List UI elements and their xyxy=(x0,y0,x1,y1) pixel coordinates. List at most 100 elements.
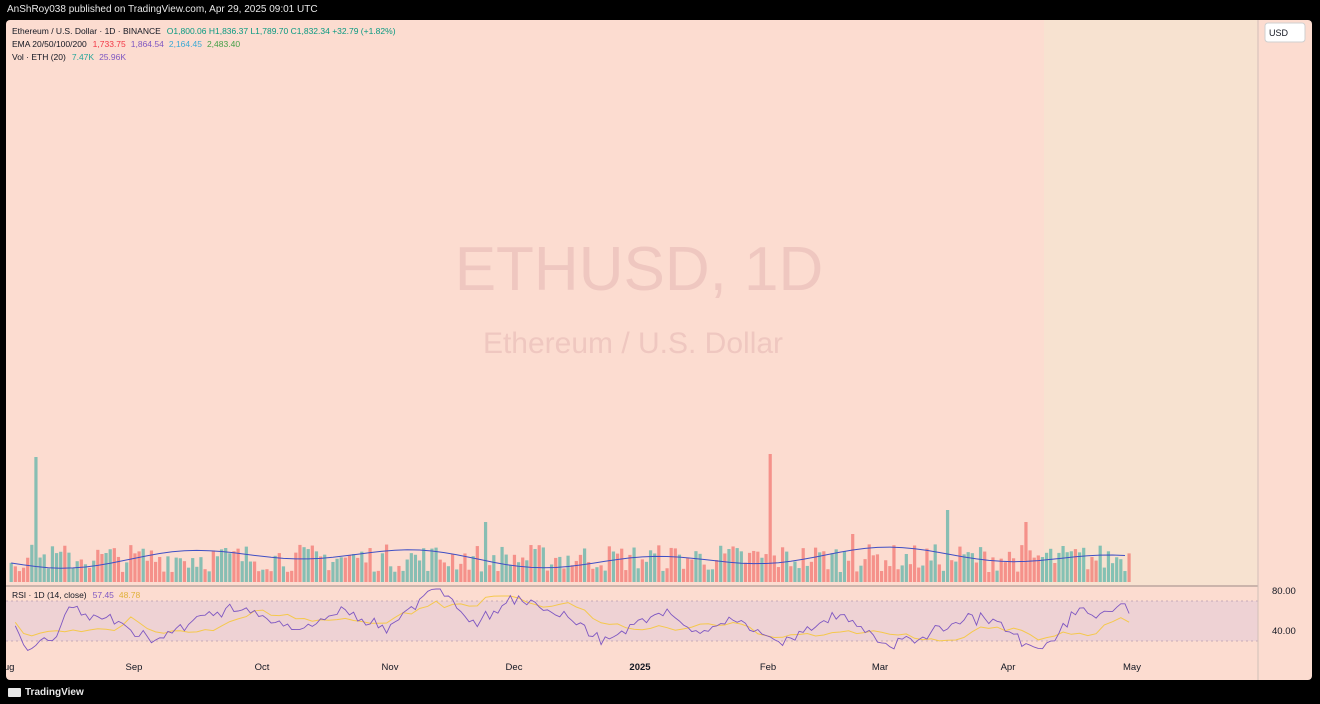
volume-bar xyxy=(75,561,79,582)
volume-bar xyxy=(1020,545,1024,582)
volume-bar xyxy=(756,551,760,582)
volume-bar xyxy=(665,568,669,582)
volume-bar xyxy=(603,570,607,582)
volume-bar xyxy=(153,561,158,582)
volume-bar xyxy=(422,548,426,582)
volume-bar xyxy=(620,548,624,582)
volume-bar xyxy=(731,546,735,582)
volume-bar xyxy=(389,566,393,582)
volume-bar xyxy=(512,554,517,582)
volume-bar xyxy=(475,546,479,582)
volume-bar xyxy=(1007,551,1012,582)
tradingview-logo-icon xyxy=(8,688,21,697)
volume-bar xyxy=(145,560,149,582)
volume-bar xyxy=(347,555,352,582)
volume-bar xyxy=(302,547,306,582)
volume-bar xyxy=(248,561,253,582)
volume-bar xyxy=(760,557,764,582)
volume-bar xyxy=(954,561,958,582)
volume-bar xyxy=(298,544,302,582)
volume-bar xyxy=(1073,549,1078,582)
volume-bar xyxy=(834,549,838,582)
volume-bar xyxy=(1090,556,1094,582)
time-tick-label: May xyxy=(1123,662,1141,673)
volume-bar xyxy=(149,550,154,582)
volume-bar xyxy=(669,547,673,582)
volume-bar xyxy=(917,567,921,582)
volume-bar xyxy=(541,547,545,582)
volume-bar xyxy=(116,556,121,582)
volume-bar xyxy=(327,570,331,582)
volume-bar xyxy=(46,568,50,582)
volume-bar xyxy=(521,557,525,582)
volume-bar xyxy=(463,553,467,582)
volume-bar xyxy=(1127,553,1131,582)
volume-bar xyxy=(38,557,42,582)
currency-button[interactable] xyxy=(1264,22,1306,43)
volume-bar xyxy=(290,570,294,582)
rsi-tick-label: 40.00 xyxy=(1272,626,1296,637)
volume-bar xyxy=(838,571,842,582)
volume-bar xyxy=(661,570,665,582)
volume-bar xyxy=(446,566,451,582)
volume-bar xyxy=(896,569,900,582)
volume-bar xyxy=(108,549,112,582)
volume-bar xyxy=(261,569,265,582)
volume-bar xyxy=(727,549,731,582)
volume-bar xyxy=(376,570,380,582)
volume-bar xyxy=(438,559,442,582)
volume-bar xyxy=(96,549,100,582)
volume-bar xyxy=(277,553,281,582)
volume-bar xyxy=(1061,546,1065,582)
volume-bar xyxy=(405,559,409,582)
volume-bar xyxy=(504,554,508,582)
legend: Ethereum / U.S. Dollar · 1D · BINANCE O1,… xyxy=(12,26,396,600)
volume-bar xyxy=(698,553,702,582)
volume-bar xyxy=(694,551,698,582)
volume-bar xyxy=(508,564,512,582)
volume-bar xyxy=(554,557,558,582)
volume-bar xyxy=(958,546,962,582)
volume-ma-line xyxy=(11,546,1126,569)
watermark-name: Ethereum / U.S. Dollar xyxy=(483,327,783,360)
volume-bar xyxy=(826,569,830,582)
volume-bar xyxy=(174,557,178,582)
volume-bar xyxy=(129,545,133,582)
volume-bar xyxy=(764,554,768,582)
volume-bar xyxy=(558,556,562,582)
volume-bar xyxy=(706,569,710,582)
volume-bar xyxy=(1003,562,1007,582)
volume-bar xyxy=(912,545,917,582)
volume-bar xyxy=(653,553,657,582)
volume-bar xyxy=(240,561,244,582)
time-tick-label: Nov xyxy=(382,662,399,673)
volume-bar xyxy=(417,560,422,582)
volume-bar xyxy=(830,553,834,582)
time-tick-label: Aug xyxy=(6,662,14,673)
tradingview-logo[interactable]: TradingView xyxy=(8,687,84,698)
chart-panel[interactable]: ETHUSD, 1D Ethereum / U.S. Dollar 2.618 … xyxy=(6,20,1312,680)
volume-bar xyxy=(846,560,851,582)
volume-bar xyxy=(582,548,587,582)
volume-bar xyxy=(356,557,360,582)
volume-bar xyxy=(199,557,203,582)
volume-bar xyxy=(500,546,504,582)
volume-bar xyxy=(987,571,991,582)
volume-bar xyxy=(648,550,653,582)
volume-bar xyxy=(409,553,413,582)
volume-bar xyxy=(516,562,521,582)
volume-bar xyxy=(1016,571,1020,582)
volume-bar xyxy=(657,545,661,582)
volume-bar xyxy=(677,554,682,582)
volume-bar xyxy=(739,551,743,582)
volume-bar xyxy=(867,544,871,582)
price-chart[interactable]: ETHUSD, 1D Ethereum / U.S. Dollar 2.618 … xyxy=(6,20,1312,680)
volume-bar xyxy=(743,562,748,582)
volume-bar xyxy=(871,555,875,582)
volume-bar xyxy=(1053,563,1057,582)
volume-bar xyxy=(615,553,620,582)
volume-bar xyxy=(17,571,22,582)
publish-header: AnShRoy038 published on TradingView.com,… xyxy=(0,0,1320,20)
volume-bar xyxy=(599,565,603,582)
volume-bar xyxy=(380,553,385,582)
